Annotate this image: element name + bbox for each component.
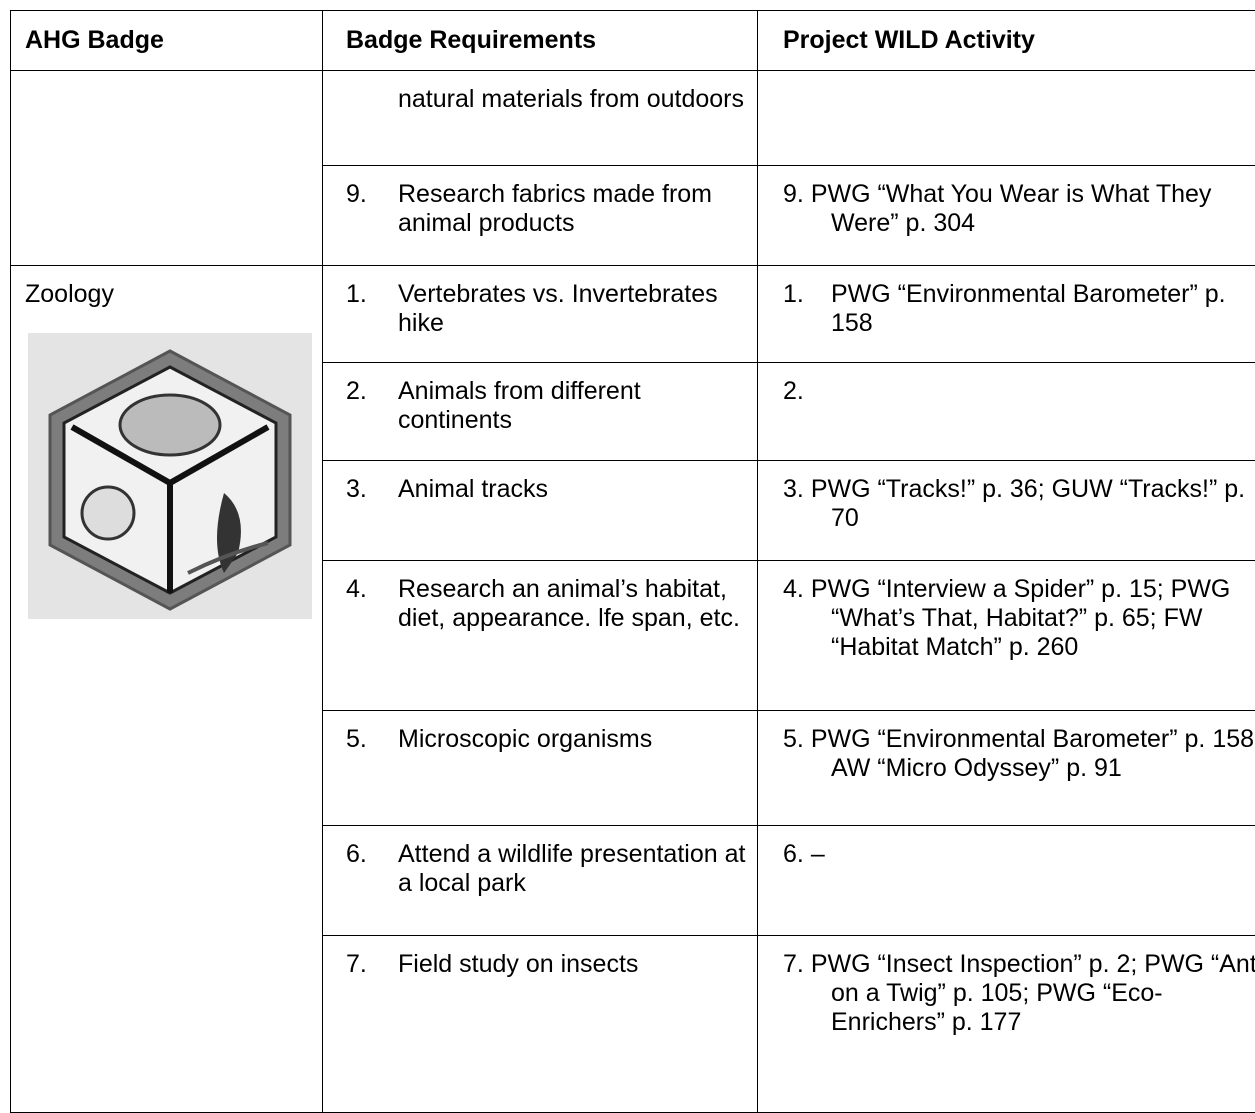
badge-cell <box>11 71 323 266</box>
header-cell: Project WILD Activity <box>758 11 1255 71</box>
item-number: 4. <box>783 575 804 603</box>
activity-text: PWG “What You Wear is What They Were” p.… <box>811 180 1212 237</box>
requirement-item: 4.Research an animal’s habitat, diet, ap… <box>346 575 747 633</box>
badge-name: Zoology <box>25 280 308 309</box>
requirement-text: natural materials from outdoors <box>346 85 747 114</box>
requirement-cell: 4.Research an animal’s habitat, diet, ap… <box>323 561 758 711</box>
requirement-text: Research an animal’s habitat, diet, appe… <box>398 575 747 633</box>
item-number: 4. <box>346 575 398 633</box>
requirement-text: Field study on insects <box>398 950 638 979</box>
requirement-cell: 6.Attend a wildlife presentation at a lo… <box>323 826 758 936</box>
activity-item: 1.PWG “Environmental Barometer” p. 158 <box>783 280 1255 338</box>
item-number: 3. <box>783 475 804 503</box>
requirement-text: Attend a wildlife presentation at a loca… <box>398 840 747 898</box>
requirement-cell: 7.Field study on insects <box>323 936 758 1113</box>
requirement-cell: 1.Vertebrates vs. Invertebrates hike <box>323 266 758 363</box>
activity-text: PWG “Insect Inspection” p. 2; PWG “Ants … <box>811 950 1255 1036</box>
table-row: Zoology 1.Vertebrates vs. Invertebrates … <box>11 266 1255 363</box>
activity-text: PWG “Environmental Barometer” p. 158 <box>831 280 1226 337</box>
activity-cell: 9. PWG “What You Wear is What They Were”… <box>758 166 1255 266</box>
item-number: 9. <box>346 180 398 238</box>
requirement-item: 1.Vertebrates vs. Invertebrates hike <box>346 280 747 338</box>
requirement-item: 9.Research fabrics made from animal prod… <box>346 180 747 238</box>
item-number: 2. <box>346 377 398 435</box>
badge-cell: Zoology <box>11 266 323 1113</box>
requirement-item: 5.Microscopic organisms <box>346 725 747 754</box>
badge-image <box>28 333 312 619</box>
requirement-item: 6.Attend a wildlife presentation at a lo… <box>346 840 747 898</box>
requirement-text: Microscopic organisms <box>398 725 652 754</box>
item-number: 7. <box>783 950 804 978</box>
item-number: 5. <box>346 725 398 754</box>
header-cell: Badge Requirements <box>323 11 758 71</box>
requirement-item: 3.Animal tracks <box>346 475 747 504</box>
requirement-cell: 2.Animals from different continents <box>323 363 758 461</box>
activity-cell: 4. PWG “Interview a Spider” p. 15; PWG “… <box>758 561 1255 711</box>
requirement-cell: 9.Research fabrics made from animal prod… <box>323 166 758 266</box>
activity-text: PWG “Interview a Spider” p. 15; PWG “Wha… <box>811 575 1231 661</box>
activity-item: 6. – <box>783 840 1255 869</box>
activity-cell: 1.PWG “Environmental Barometer” p. 158 <box>758 266 1255 363</box>
requirement-text: Animal tracks <box>398 475 548 504</box>
requirement-item: 2.Animals from different continents <box>346 377 747 435</box>
header-row: AHG Badge Badge Requirements Project WIL… <box>11 11 1255 71</box>
requirement-text: Research fabrics made from animal produc… <box>398 180 747 238</box>
badge-table: AHG Badge Badge Requirements Project WIL… <box>10 10 1255 1113</box>
activity-text: – <box>811 840 825 868</box>
requirement-item: 7.Field study on insects <box>346 950 747 979</box>
header-cell: AHG Badge <box>11 11 323 71</box>
activity-text: PWG “Tracks!” p. 36; GUW “Tracks!” p. 70 <box>811 475 1245 532</box>
requirement-text: Animals from different continents <box>398 377 747 435</box>
item-number: 2. <box>783 377 804 405</box>
item-number: 1. <box>783 280 831 309</box>
requirement-cell: natural materials from outdoors <box>323 71 758 166</box>
requirement-cell: 3.Animal tracks <box>323 461 758 561</box>
item-number: 6. <box>783 840 804 868</box>
item-number: 6. <box>346 840 398 898</box>
activity-item: 4. PWG “Interview a Spider” p. 15; PWG “… <box>783 575 1255 662</box>
item-number: 9. <box>783 180 804 208</box>
item-number: 7. <box>346 950 398 979</box>
activity-text: PWG “Environmental Barometer” p. 158; AW… <box>811 725 1255 782</box>
item-number: 1. <box>346 280 398 338</box>
requirement-cell: 5.Microscopic organisms <box>323 711 758 826</box>
activity-cell: 6. – <box>758 826 1255 936</box>
activity-cell: 3. PWG “Tracks!” p. 36; GUW “Tracks!” p.… <box>758 461 1255 561</box>
activity-cell: 5. PWG “Environmental Barometer” p. 158;… <box>758 711 1255 826</box>
table-row: natural materials from outdoors <box>11 71 1255 166</box>
activity-cell <box>758 71 1255 166</box>
activity-item: 3. PWG “Tracks!” p. 36; GUW “Tracks!” p.… <box>783 475 1255 533</box>
activity-cell: 7. PWG “Insect Inspection” p. 2; PWG “An… <box>758 936 1255 1113</box>
activity-item: 7. PWG “Insect Inspection” p. 2; PWG “An… <box>783 950 1255 1037</box>
item-number: 5. <box>783 725 804 753</box>
requirement-text: Vertebrates vs. Invertebrates hike <box>398 280 747 338</box>
item-number: 3. <box>346 475 398 504</box>
activity-item: 5. PWG “Environmental Barometer” p. 158;… <box>783 725 1255 783</box>
activity-item: 9. PWG “What You Wear is What They Were”… <box>783 180 1255 238</box>
activity-item: 2. <box>783 377 1255 406</box>
activity-cell: 2. <box>758 363 1255 461</box>
